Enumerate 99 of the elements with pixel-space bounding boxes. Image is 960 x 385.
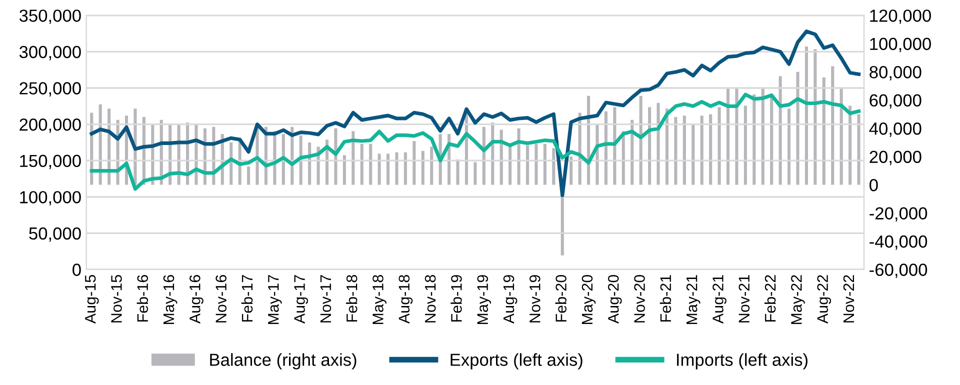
x-tick-label: Nov-16 xyxy=(216,275,226,322)
x-tick-label: Aug-15 xyxy=(85,275,99,324)
x-tick-label: May-20 xyxy=(582,274,596,324)
x-tick-label: Nov-19 xyxy=(530,275,540,322)
x-tick-label: Feb-19 xyxy=(450,275,462,322)
bar xyxy=(700,116,704,185)
y2-tick-label: -40,000 xyxy=(870,235,928,250)
x-tick-label: Nov-15 xyxy=(111,275,122,322)
x-tick-label: Feb-18 xyxy=(346,275,358,322)
legend-label: Imports (left axis) xyxy=(677,353,808,370)
x-tick-label: Aug-21 xyxy=(712,275,726,324)
bar xyxy=(692,124,695,185)
bar xyxy=(386,154,390,185)
x-tick-label: May-17 xyxy=(268,275,282,324)
bar xyxy=(796,72,800,185)
y2-tick-label: 40,000 xyxy=(869,122,922,137)
x-tick-label: Aug-17 xyxy=(294,275,308,324)
bar xyxy=(360,144,364,185)
y2-tick-label: 120,000 xyxy=(870,10,931,24)
bar xyxy=(369,144,372,185)
bar xyxy=(604,111,608,185)
x-tick-label: Aug-19 xyxy=(503,275,518,324)
x-tick-label: Aug-16 xyxy=(190,275,204,324)
bar xyxy=(857,114,860,185)
line-series xyxy=(90,92,861,191)
bar xyxy=(674,117,678,185)
x-tick-label: Aug-20 xyxy=(608,274,622,324)
x-tick-label: Feb-17 xyxy=(241,275,253,322)
y-tick-label: 250,000 xyxy=(20,82,81,97)
y2-tick-label: 0 xyxy=(870,178,878,192)
bar xyxy=(570,156,573,185)
x-tick-label: Nov-17 xyxy=(320,275,332,322)
bar xyxy=(596,124,599,185)
bar xyxy=(552,148,556,185)
x-tick-label: Aug-22 xyxy=(817,275,832,324)
x-tick-label: May-16 xyxy=(163,275,178,324)
x-tick-label: Nov-20 xyxy=(634,274,645,322)
bar xyxy=(726,88,730,185)
bar xyxy=(247,166,250,185)
x-tick-label: Feb-20 xyxy=(555,274,566,322)
x-tick-label: Aug-18 xyxy=(398,275,413,324)
bar xyxy=(804,46,808,185)
legend-label: Exports (left axis) xyxy=(450,353,582,370)
bar xyxy=(342,155,346,185)
x-tick-label: Nov-22 xyxy=(843,275,854,322)
bar xyxy=(735,87,738,185)
bar xyxy=(474,162,477,185)
y2-tick-label: 100,000 xyxy=(870,38,931,52)
bar xyxy=(744,106,747,185)
x-tick-label: Feb-16 xyxy=(136,275,148,322)
bar xyxy=(378,154,381,185)
x-tick-label: May-19 xyxy=(477,275,492,324)
bar xyxy=(534,144,538,185)
bar xyxy=(848,106,852,185)
y-tick-label: 300,000 xyxy=(19,46,81,60)
bar xyxy=(770,96,774,185)
bar xyxy=(500,130,503,185)
y-tick-label: 50,000 xyxy=(29,227,81,242)
bar xyxy=(822,78,826,185)
bar xyxy=(831,66,834,185)
y2-tick-label: 60,000 xyxy=(870,94,922,109)
y-tick-label: 150,000 xyxy=(20,154,81,170)
bar xyxy=(404,152,407,185)
bar xyxy=(421,150,424,185)
x-tick-label: May-21 xyxy=(686,275,700,324)
bar xyxy=(543,144,546,185)
bar xyxy=(412,141,416,185)
legend-label: Balance (right axis) xyxy=(210,353,356,370)
y-tick-label: 0 xyxy=(72,264,81,276)
bar xyxy=(395,152,398,185)
bar xyxy=(430,146,434,185)
bar xyxy=(718,107,721,185)
y2-tick-label: -60,000 xyxy=(870,264,928,278)
y2-tick-label: 20,000 xyxy=(870,150,922,166)
bar xyxy=(656,102,660,185)
bar xyxy=(778,76,782,185)
bar xyxy=(639,96,642,185)
bar xyxy=(752,94,756,185)
bar xyxy=(814,49,817,185)
bar xyxy=(526,145,530,185)
x-tick-label: Nov-18 xyxy=(424,275,436,322)
y2-tick-label: 80,000 xyxy=(870,66,922,80)
y2-tick-label: -20,000 xyxy=(870,207,928,222)
bar xyxy=(352,131,355,185)
bar xyxy=(456,159,460,185)
bar xyxy=(761,87,764,185)
bar xyxy=(682,116,686,185)
x-tick-label: Feb-22 xyxy=(764,275,776,322)
bar xyxy=(648,107,652,185)
x-tick-label: May-22 xyxy=(791,275,805,324)
line-series xyxy=(90,30,861,198)
x-tick-label: Nov-21 xyxy=(738,275,750,322)
x-tick-label: May-18 xyxy=(372,275,386,324)
y-tick-label: 100,000 xyxy=(20,191,81,206)
bar xyxy=(788,108,791,185)
x-tick-label: Feb-21 xyxy=(660,275,672,322)
bar xyxy=(709,114,712,185)
y-tick-label: 200,000 xyxy=(20,118,81,133)
y-tick-label: 350,000 xyxy=(19,10,81,24)
